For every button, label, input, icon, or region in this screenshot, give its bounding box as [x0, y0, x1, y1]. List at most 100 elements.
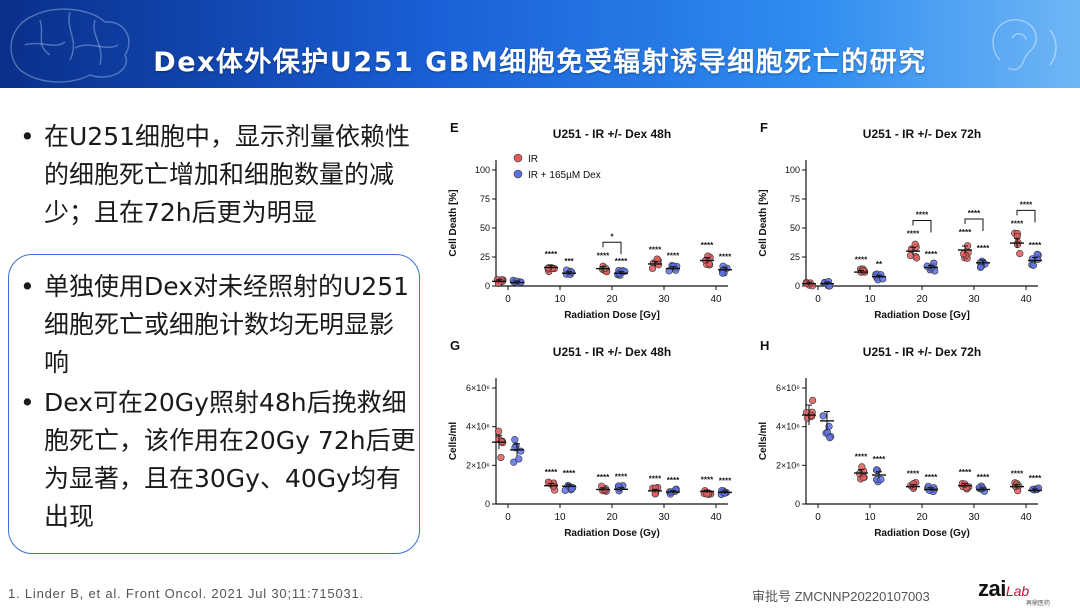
data-point — [511, 436, 519, 444]
approval-number: 审批号 ZMCNNP20220107003 — [752, 589, 930, 604]
y-axis-label: Cell Death [%] — [758, 189, 769, 256]
significance-label: **** — [649, 475, 662, 484]
bullet-marker: • — [20, 388, 35, 417]
chart-panel-g: G U251 - IR +/- Dex 48h 0 2×10⁶ 4×10⁶ 6×10⁶ Ce… — [438, 336, 738, 546]
chart-svg: H U251 - IR +/- Dex 72h 0 2×10⁶ 4×10⁶ 6×10⁶ Ce… — [758, 338, 1043, 539]
data-point — [1029, 261, 1037, 269]
y-tick-label: 100 — [785, 165, 800, 175]
significance-label: **** — [597, 473, 610, 482]
data-point — [510, 458, 518, 466]
significance-label: *** — [564, 257, 574, 266]
y-tick-label: 75 — [790, 194, 800, 204]
significance-bracket — [1016, 209, 1036, 223]
data-point — [819, 412, 827, 420]
x-tick-label: 10 — [864, 294, 876, 305]
significance-label: **** — [1029, 474, 1042, 483]
y-tick-label: 2×10⁶ — [776, 460, 800, 470]
data-point — [561, 486, 569, 494]
x-tick-label: 30 — [658, 512, 670, 523]
significance-label: **** — [925, 250, 938, 259]
significance-label: **** — [907, 469, 920, 478]
significance-label: **** — [701, 475, 714, 484]
significance-label: **** — [1011, 219, 1024, 228]
significance-label: **** — [855, 256, 868, 265]
list-item: • 单独使用Dex对未经照射的U251细胞死亡或细胞计数均无明显影响 — [18, 268, 418, 382]
significance-label: **** — [615, 257, 628, 266]
bracket-label: **** — [968, 209, 981, 218]
significance-label: ** — [876, 260, 883, 269]
title-banner: Dex体外保护U251 GBM细胞免受辐射诱导细胞死亡的研究 — [0, 0, 1080, 88]
x-tick-label: 30 — [658, 294, 670, 305]
significance-label: **** — [701, 241, 714, 250]
chart-title: U251 - IR +/- Dex 48h — [553, 345, 671, 359]
x-tick-label: 30 — [968, 294, 980, 305]
data-point — [653, 255, 661, 263]
y-tick-label: 50 — [480, 223, 490, 233]
x-tick-label: 30 — [968, 512, 980, 523]
data-point — [515, 455, 523, 463]
significance-label: **** — [959, 468, 972, 477]
chart-panel-h: H U251 - IR +/- Dex 72h 0 2×10⁶ 4×10⁶ 6×10⁶ Ce… — [748, 336, 1048, 546]
data-point — [598, 482, 606, 490]
x-tick-label: 40 — [1020, 512, 1032, 523]
y-tick-label: 6×10⁶ — [776, 383, 800, 393]
logo-main: zai — [978, 576, 1006, 601]
panel-letter: F — [760, 120, 768, 135]
significance-label: **** — [615, 473, 628, 482]
x-tick-label: 10 — [864, 512, 876, 523]
x-tick-label: 0 — [815, 512, 821, 523]
significance-label: **** — [1029, 241, 1042, 250]
panel-letter: E — [450, 120, 459, 135]
y-axis-label: Cells/ml — [758, 422, 769, 461]
panel-letter: G — [450, 338, 460, 353]
data-point — [809, 396, 817, 405]
legend-label: IR + 165µM Dex — [528, 170, 601, 181]
legend-marker — [513, 153, 523, 163]
x-axis-label: Radiation Dose [Gy] — [874, 310, 970, 321]
data-point — [906, 251, 915, 260]
x-axis-label: Radiation Dose (Gy) — [874, 528, 970, 539]
significance-label: **** — [873, 455, 886, 464]
y-axis-label: Cell Death [%] — [448, 189, 459, 256]
significance-label: **** — [649, 245, 662, 254]
legend-label: IR — [528, 154, 538, 165]
x-tick-label: 0 — [505, 294, 511, 305]
chart-panel-e: E U251 - IR +/- Dex 48h 0 25 50 75 100 Cell Dea… — [438, 118, 738, 328]
significance-label: **** — [545, 250, 558, 259]
significance-label: **** — [1011, 469, 1024, 478]
panel-letter: H — [760, 338, 769, 353]
significance-label: **** — [959, 228, 972, 237]
significance-label: **** — [977, 473, 990, 482]
data-point — [494, 427, 503, 435]
y-tick-label: 100 — [475, 165, 490, 175]
significance-label: **** — [545, 468, 558, 477]
logo-cn: 再鼎医药 — [1026, 600, 1051, 607]
x-tick-label: 40 — [710, 294, 722, 305]
data-point — [1016, 250, 1024, 258]
callout-box — [8, 254, 420, 554]
x-tick-label: 40 — [1020, 294, 1032, 305]
ear-graphic-icon — [992, 19, 1057, 71]
data-point — [826, 434, 834, 442]
chart-svg: G U251 - IR +/- Dex 48h 0 2×10⁶ 4×10⁶ 6×10⁶ Ce… — [448, 338, 732, 539]
significance-label: **** — [855, 452, 868, 461]
x-tick-label: 20 — [916, 512, 928, 523]
chart-title: U251 - IR +/- Dex 72h — [863, 345, 981, 359]
y-axis-label: Cells/ml — [448, 422, 459, 461]
y-tick-label: 6×10⁶ — [466, 383, 490, 393]
legend-marker — [513, 169, 523, 179]
x-axis-label: Radiation Dose (Gy) — [564, 528, 660, 539]
y-tick-label: 0 — [795, 281, 800, 291]
bullet-text: 在U251细胞中，显示剂量依赖性的细胞死亡增加和细胞数量的减少；且在72h后更为… — [44, 122, 411, 227]
chart-title: U251 - IR +/- Dex 48h — [553, 127, 671, 141]
chart-panel-f: F U251 - IR +/- Dex 72h 0 25 50 75 100 Cell Dea… — [748, 118, 1048, 328]
y-tick-label: 75 — [480, 194, 490, 204]
significance-label: **** — [563, 469, 576, 478]
significance-label: **** — [597, 251, 610, 260]
significance-label: **** — [977, 244, 990, 253]
y-tick-label: 0 — [795, 499, 800, 509]
significance-bracket — [602, 241, 622, 255]
page-title: Dex体外保护U251 GBM细胞免受辐射诱导细胞死亡的研究 — [153, 47, 927, 78]
bracket-label: **** — [916, 211, 929, 220]
